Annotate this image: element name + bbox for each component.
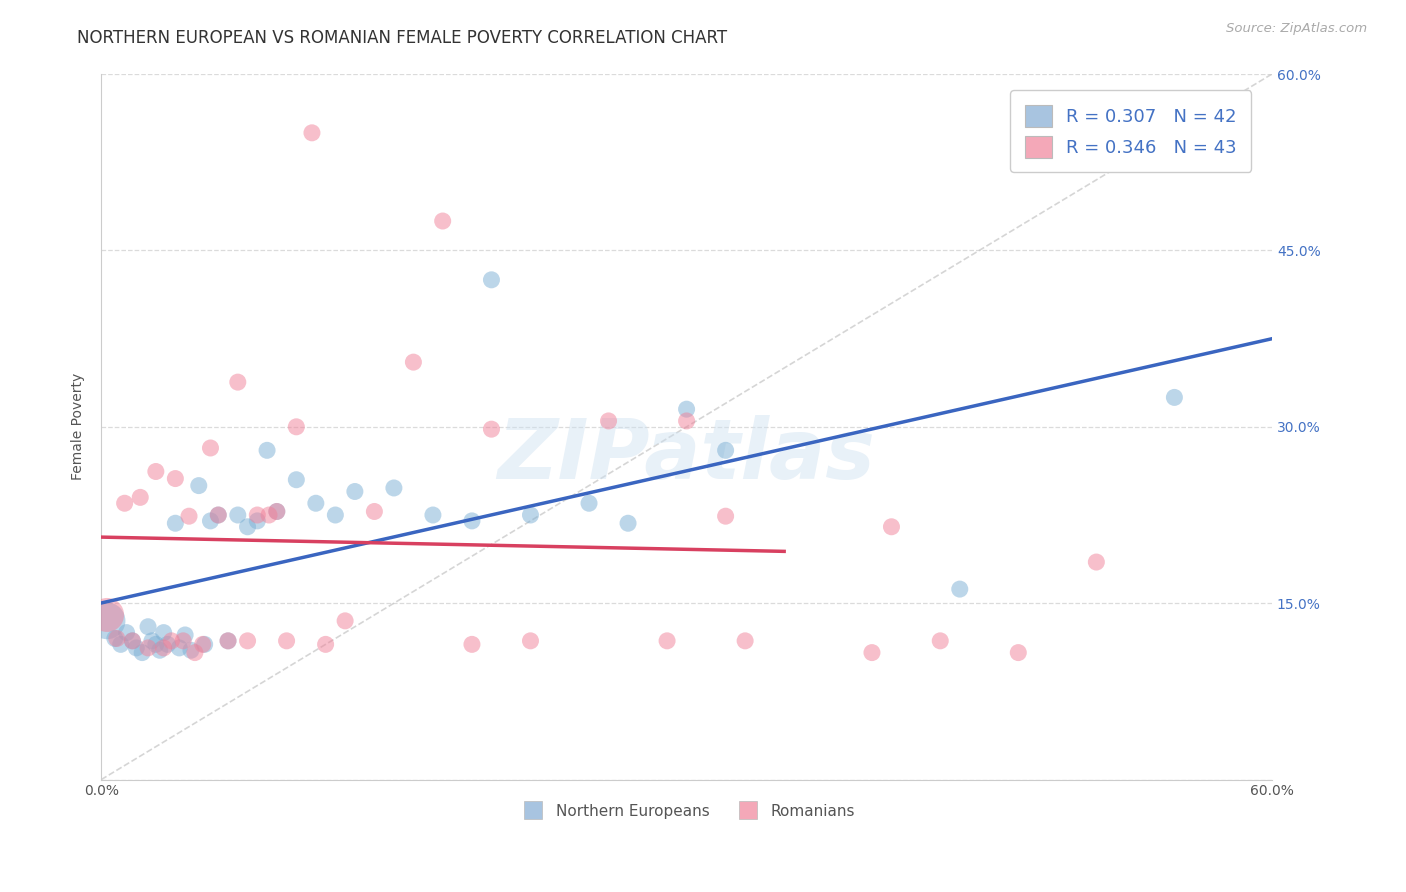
Point [276,633,298,648]
Point [187,478,209,492]
Point [325,508,347,522]
Point [180,643,202,657]
Legend: Northern Europeans, Romanians: Northern Europeans, Romanians [512,797,862,825]
Point [96,614,118,628]
Point [461,514,484,528]
Point [305,496,328,510]
Point [217,633,239,648]
Point [285,419,308,434]
Point [461,637,484,651]
Point [246,508,269,522]
Point [177,509,200,524]
Point [194,637,217,651]
Point [301,126,323,140]
Point [714,509,737,524]
Point [207,508,229,522]
Point [481,422,503,436]
Point [165,471,187,485]
Point [246,514,269,528]
Y-axis label: Female Poverty: Female Poverty [72,373,86,481]
Point [131,646,153,660]
Point [860,646,883,660]
Point [363,504,385,518]
Point [734,633,756,648]
Point [105,632,128,646]
Point [121,633,143,648]
Point [115,625,138,640]
Point [578,496,600,510]
Point [152,625,174,640]
Point [929,633,952,648]
Point [257,508,280,522]
Point [145,637,167,651]
Point [266,504,288,518]
Point [141,633,163,648]
Point [152,640,174,655]
Point [217,633,239,648]
Text: NORTHERN EUROPEAN VS ROMANIAN FEMALE POVERTY CORRELATION CHART: NORTHERN EUROPEAN VS ROMANIAN FEMALE POV… [77,29,727,46]
Point [136,620,159,634]
Point [207,508,229,522]
Point [191,637,214,651]
Point [519,508,541,522]
Point [104,632,127,646]
Point [145,465,167,479]
Point [174,628,197,642]
Point [121,633,143,648]
Point [114,496,136,510]
Point [481,273,503,287]
Point [236,520,259,534]
Point [432,214,454,228]
Point [226,375,249,389]
Point [266,504,288,518]
Point [110,637,132,651]
Point [343,484,366,499]
Point [200,441,222,455]
Point [96,607,118,622]
Point [333,614,356,628]
Point [675,414,697,428]
Point [1085,555,1108,569]
Point [422,508,444,522]
Point [382,481,405,495]
Point [949,582,972,596]
Point [167,640,190,655]
Point [655,633,678,648]
Point [165,516,187,531]
Point [125,640,148,655]
Point [617,516,640,531]
Point [880,520,903,534]
Text: ZIPatlas: ZIPatlas [498,415,876,496]
Point [129,491,152,505]
Point [156,637,179,651]
Point [519,633,541,648]
Point [184,646,207,660]
Point [402,355,425,369]
Point [675,402,697,417]
Point [1163,391,1185,405]
Point [226,508,249,522]
Point [256,443,278,458]
Point [598,414,620,428]
Point [714,443,737,458]
Text: Source: ZipAtlas.com: Source: ZipAtlas.com [1226,22,1367,36]
Point [200,514,222,528]
Point [172,633,194,648]
Point [236,633,259,648]
Point [160,633,183,648]
Point [1007,646,1029,660]
Point [285,473,308,487]
Point [136,640,159,655]
Point [149,643,172,657]
Point [315,637,337,651]
